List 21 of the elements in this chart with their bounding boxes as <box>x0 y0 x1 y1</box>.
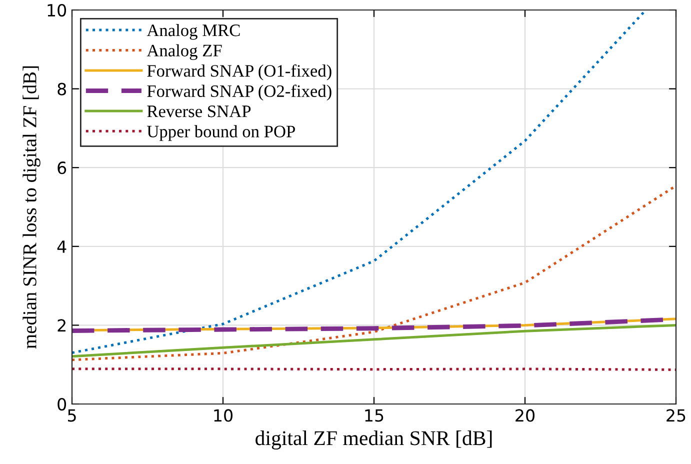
line-series <box>72 324 676 358</box>
legend-label: Forward SNAP (O2-fixed) <box>147 84 332 101</box>
legend-label: Analog ZF <box>146 44 222 60</box>
x-tick-label: 25 <box>666 409 686 422</box>
legend-label: Analog MRC <box>146 24 240 40</box>
x-axis-title: digital ZF median SNR [dB] <box>256 430 492 450</box>
y-tick-label: 10 <box>48 4 66 17</box>
legend-label: Upper bound on POP <box>147 125 295 141</box>
y-axis-title: median SINR loss to digital ZF [dB] <box>22 66 40 349</box>
y-tick-label: 0 <box>58 398 66 411</box>
legend-label: Forward SNAP (O1-fixed) <box>147 64 332 80</box>
y-tick-label: 4 <box>57 240 66 253</box>
y-tick-label: 8 <box>58 82 66 96</box>
y-tick-label: 2 <box>58 319 66 332</box>
x-tick-label: 15 <box>365 409 384 422</box>
x-tick-label: 20 <box>516 409 534 422</box>
x-tick-label: 10 <box>214 409 232 422</box>
line-series <box>72 184 676 362</box>
x-tick-label: 5 <box>68 409 76 422</box>
y-tick-label: 6 <box>58 162 66 174</box>
legend-label: Reverse SNAP <box>147 106 251 118</box>
